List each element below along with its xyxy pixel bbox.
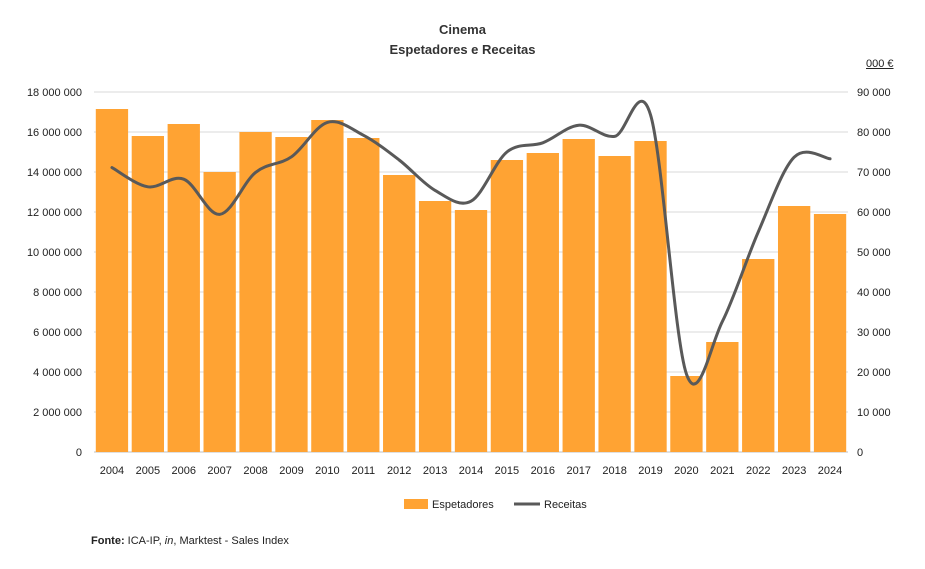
x-tick-label: 2016 bbox=[531, 465, 555, 477]
x-tick-label: 2022 bbox=[746, 465, 770, 477]
bar-2012 bbox=[383, 175, 416, 452]
x-tick-label: 2006 bbox=[172, 465, 196, 477]
x-tick-label: 2012 bbox=[387, 465, 411, 477]
x-tick-label: 2008 bbox=[243, 465, 267, 477]
source-text-before: ICA-IP, bbox=[127, 535, 165, 547]
x-tick-label: 2009 bbox=[279, 465, 303, 477]
left-tick-label: 8 000 000 bbox=[33, 287, 82, 299]
left-tick-label: 0 bbox=[76, 447, 82, 459]
x-tick-label: 2020 bbox=[674, 465, 698, 477]
x-tick-label: 2019 bbox=[638, 465, 662, 477]
left-tick-label: 2 000 000 bbox=[33, 407, 82, 419]
chart-title: Cinema bbox=[439, 22, 486, 37]
bar-2018 bbox=[598, 156, 631, 452]
bar-2004 bbox=[95, 109, 129, 452]
left-axis: 0 2 000 000 4 000 000 6 000 000 8 000 000 10 … bbox=[27, 87, 82, 459]
bar-2009 bbox=[275, 137, 308, 452]
left-tick-label: 12 000 000 bbox=[27, 207, 82, 219]
bar-2024 bbox=[813, 214, 847, 452]
x-tick-label: 2015 bbox=[495, 465, 519, 477]
series-line-receitas bbox=[110, 99, 832, 386]
bar-2010 bbox=[311, 120, 344, 452]
bar-2020 bbox=[670, 376, 703, 452]
legend-swatch-espetadores bbox=[404, 499, 428, 509]
line-receitas bbox=[110, 99, 832, 386]
x-tick-label: 2013 bbox=[423, 465, 447, 477]
right-axis: 0 10 000 20 000 30 000 40 000 50 000 60 000 70 … bbox=[857, 87, 891, 459]
x-tick-label: 2024 bbox=[818, 465, 842, 477]
right-tick-label: 70 000 bbox=[857, 167, 891, 179]
right-tick-label: 10 000 bbox=[857, 407, 891, 419]
bar-2005 bbox=[131, 136, 165, 452]
x-tick-label: 2010 bbox=[315, 465, 339, 477]
right-tick-label: 40 000 bbox=[857, 287, 891, 299]
right-tick-label: 20 000 bbox=[857, 367, 891, 379]
right-tick-label: 30 000 bbox=[857, 327, 891, 339]
bar-2021 bbox=[706, 342, 739, 452]
bar-2006 bbox=[167, 124, 200, 452]
left-tick-label: 18 000 000 bbox=[27, 87, 82, 99]
bar-2007 bbox=[203, 172, 236, 452]
source-text-after: , Marktest - Sales Index bbox=[173, 535, 289, 547]
right-tick-label: 50 000 bbox=[857, 247, 891, 259]
left-tick-label: 16 000 000 bbox=[27, 127, 82, 139]
left-tick-label: 6 000 000 bbox=[33, 327, 82, 339]
bar-2015 bbox=[490, 160, 524, 452]
legend-label-receitas: Receitas bbox=[544, 499, 587, 511]
left-tick-label: 14 000 000 bbox=[27, 167, 82, 179]
source-note: Fonte: ICA-IP, in, Marktest - Sales Inde… bbox=[91, 535, 289, 547]
bar-2013 bbox=[418, 201, 452, 452]
chart-subtitle: Espetadores e Receitas bbox=[389, 42, 536, 57]
x-tick-label: 2005 bbox=[136, 465, 160, 477]
x-tick-label: 2011 bbox=[351, 465, 375, 477]
left-tick-label: 10 000 000 bbox=[27, 247, 82, 259]
legend: Espetadores Receitas bbox=[404, 499, 587, 511]
left-tick-label: 4 000 000 bbox=[33, 367, 82, 379]
x-tick-label: 2018 bbox=[602, 465, 626, 477]
x-tick-label: 2017 bbox=[566, 465, 590, 477]
bar-2014 bbox=[454, 210, 488, 452]
right-tick-label: 0 bbox=[857, 447, 863, 459]
right-axis-unit: 000 € bbox=[866, 58, 894, 70]
source-label: Fonte: bbox=[91, 535, 125, 547]
x-axis: 2004 2005 2006 2007 2008 2009 2010 2011 2012 2013… bbox=[100, 465, 843, 477]
bar-2017 bbox=[562, 139, 595, 452]
right-tick-label: 80 000 bbox=[857, 127, 891, 139]
x-tick-label: 2014 bbox=[459, 465, 483, 477]
right-tick-label: 90 000 bbox=[857, 87, 891, 99]
source-italic: in bbox=[164, 535, 174, 547]
bar-2016 bbox=[526, 153, 559, 452]
x-tick-label: 2023 bbox=[782, 465, 806, 477]
x-tick-label: 2007 bbox=[207, 465, 231, 477]
bar-2022 bbox=[742, 259, 775, 452]
bars-espetadores bbox=[95, 109, 847, 452]
bar-2008 bbox=[239, 132, 272, 452]
x-tick-label: 2021 bbox=[710, 465, 734, 477]
bar-2011 bbox=[347, 138, 380, 452]
x-tick-label: 2004 bbox=[100, 465, 124, 477]
bar-2023 bbox=[777, 206, 811, 452]
right-tick-label: 60 000 bbox=[857, 207, 891, 219]
legend-label-espetadores: Espetadores bbox=[432, 499, 494, 511]
